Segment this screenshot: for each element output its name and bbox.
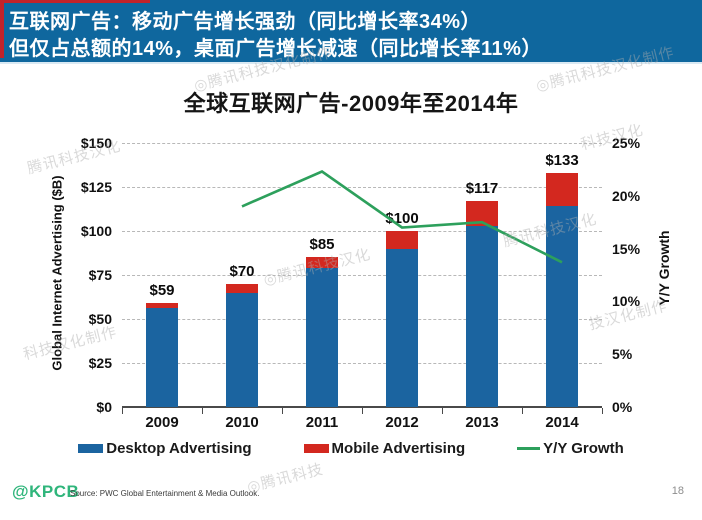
banner-red-accent-left — [0, 0, 4, 58]
gridline — [122, 319, 602, 320]
gridline — [122, 363, 602, 364]
x-axis-line — [122, 406, 602, 408]
desktop-bar-2009 — [146, 308, 178, 407]
mobile-bar-2013 — [466, 201, 498, 226]
x-axis-year-label-2011: 2011 — [305, 414, 339, 431]
x-axis-tick — [362, 408, 363, 414]
chart-legend: Desktop Advertising Mobile Advertising Y… — [0, 440, 702, 457]
left-axis-tick-label: $150 — [80, 135, 112, 151]
banner-red-accent-top — [0, 0, 150, 3]
x-axis-tick — [602, 408, 603, 414]
x-axis-tick — [522, 408, 523, 414]
bar-total-label-2012: $100 — [385, 210, 419, 227]
chart-title: 全球互联网广告-2009年至2014年 — [183, 91, 519, 116]
right-axis-tick-label: 25% — [612, 135, 641, 151]
right-axis-tick-label: 20% — [612, 187, 641, 204]
banner-headline-line1: 互联网广告：移动广告增长强劲（同比增长率34%） — [9, 11, 482, 33]
x-axis-tick — [442, 408, 443, 414]
banner-headline-line2: 但仅占总额的14%，桌面广告增长减速（同比增长率11%） — [9, 38, 542, 60]
source-note: Source: PWC Global Entertainment & Media… — [70, 489, 260, 498]
gridline — [122, 187, 602, 188]
kpcb-logo: @KPCB — [12, 482, 80, 501]
desktop-bar-2013 — [466, 225, 498, 407]
desktop-bar-2011 — [306, 267, 338, 407]
x-axis-year-label-2013: 2013 — [465, 414, 499, 431]
bar-total-label-2009: $59 — [149, 282, 175, 300]
left-axis-tick-label: $50 — [88, 311, 112, 327]
bar-total-label-2011: $85 — [309, 236, 335, 254]
mobile-bar-2012 — [386, 231, 418, 249]
right-axis-tick-label: 5% — [612, 346, 633, 363]
mobile-bar-2011 — [306, 257, 338, 268]
desktop-bar-2010 — [226, 292, 258, 407]
mobile-bar-2010 — [226, 283, 258, 293]
page-number: 18 — [671, 485, 684, 497]
desktop-bar-2012 — [386, 248, 418, 407]
left-axis-tick-label: $25 — [88, 355, 112, 371]
mobile-legend-label: Mobile Advertising — [331, 440, 466, 457]
x-axis-tick — [202, 408, 203, 414]
x-axis-year-label-2010: 2010 — [225, 414, 259, 431]
x-axis-year-label-2014: 2014 — [545, 414, 579, 431]
x-axis-year-label-2012: 2012 — [385, 414, 419, 431]
mobile-legend-swatch — [303, 444, 329, 453]
x-axis-tick — [282, 408, 283, 414]
desktop-bar-2014 — [546, 206, 578, 407]
desktop-legend-label: Desktop Advertising — [106, 440, 252, 457]
bar-total-label-2014: $133 — [545, 151, 579, 169]
right-axis-tick-label: 0% — [612, 399, 633, 415]
legend-item-growth: Y/Y Growth — [517, 440, 624, 457]
mobile-bar-2014 — [546, 172, 578, 207]
x-axis-year-label-2009: 2009 — [145, 414, 179, 431]
gridline — [122, 143, 602, 144]
growth-legend-swatch — [517, 447, 541, 450]
header-banner: 互联网广告：移动广告增长强劲（同比增长率34%） 但仅占总额的14%，桌面广告增… — [0, 0, 702, 62]
left-axis-tick-label: $100 — [80, 223, 112, 239]
legend-item-mobile: Mobile Advertising — [303, 440, 466, 457]
right-axis-tick-label: 15% — [612, 240, 641, 257]
desktop-legend-swatch — [78, 444, 104, 453]
x-axis-tick — [122, 408, 123, 414]
right-axis-tick-label: 10% — [612, 293, 641, 310]
mobile-bar-2009 — [146, 303, 178, 309]
left-axis-tick-label: $75 — [88, 267, 112, 283]
growth-legend-label: Y/Y Growth — [543, 440, 624, 457]
left-axis-tick-label: $125 — [80, 179, 112, 195]
legend-item-desktop: Desktop Advertising — [78, 440, 252, 457]
bar-total-label-2013: $117 — [465, 180, 499, 198]
bar-total-label-2010: $70 — [229, 262, 255, 280]
left-axis-tick-label: $0 — [96, 399, 112, 415]
gridline — [122, 275, 602, 276]
gridline — [122, 231, 602, 232]
